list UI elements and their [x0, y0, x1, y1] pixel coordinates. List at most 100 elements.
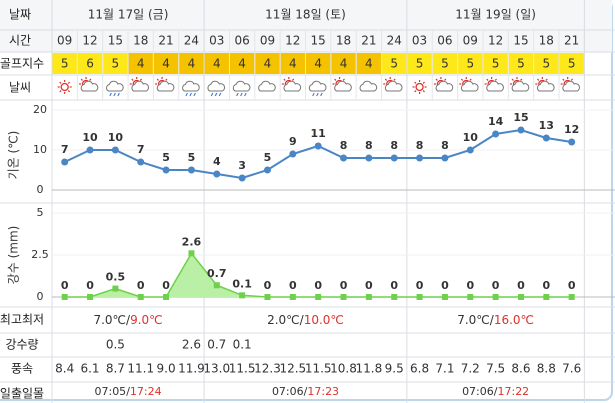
- cloud: [461, 80, 479, 92]
- drop: [109, 92, 112, 97]
- golf-cell: [103, 53, 128, 74]
- golf-cell: [432, 53, 458, 74]
- row-label: 최고최저: [0, 313, 44, 327]
- wind-speed: 11.9: [178, 362, 205, 376]
- time-label: 12: [82, 34, 97, 48]
- data-label: 0: [542, 279, 550, 292]
- cloud: [131, 80, 150, 92]
- temp-point: [542, 134, 550, 142]
- temp-point: [263, 166, 271, 174]
- golf-value: 6: [86, 57, 94, 71]
- rain-point: [441, 294, 448, 300]
- wind-speed: 6.8: [410, 362, 429, 376]
- golf-cell: [77, 53, 103, 74]
- temp-point: [162, 166, 170, 174]
- weather-icon: [182, 80, 200, 97]
- cloud: [156, 80, 175, 92]
- cloud: [562, 80, 580, 92]
- weather-icon: [535, 77, 555, 92]
- ray: [422, 81, 425, 84]
- temp-point: [466, 146, 474, 154]
- weather-icon: [509, 77, 530, 92]
- min-temp: 2.0℃: [267, 313, 300, 327]
- rain-point: [315, 294, 322, 300]
- rain-point: [517, 294, 524, 300]
- ray: [511, 78, 514, 81]
- time-label: 06: [234, 34, 249, 48]
- temp-point: [365, 154, 373, 162]
- cloud: [334, 80, 352, 92]
- data-label: 0: [264, 279, 272, 292]
- ray: [156, 78, 159, 81]
- ray: [334, 78, 337, 81]
- temp-point: [441, 154, 449, 162]
- ray: [536, 78, 540, 81]
- wind-speed: 8.7: [106, 362, 125, 376]
- separator: /: [490, 313, 495, 327]
- golf-value: 5: [543, 57, 551, 71]
- golf-cell: [483, 53, 508, 74]
- sunrise: 07:06: [272, 385, 304, 398]
- rain-amount: 0.1: [233, 338, 252, 352]
- row-label: 강수량: [5, 338, 38, 352]
- data-label: 0: [466, 279, 474, 292]
- data-label: 2.6: [182, 235, 202, 248]
- drop: [320, 92, 323, 97]
- data-label: 0: [86, 279, 94, 292]
- rain-amount: 0.7: [207, 338, 226, 352]
- sun-times: 07:06/17:22: [462, 385, 529, 398]
- rain-point: [188, 250, 195, 257]
- ray: [414, 81, 417, 84]
- weather-icon: [383, 77, 403, 92]
- rain-point: [467, 294, 474, 300]
- wind-speed: 8.4: [55, 362, 74, 376]
- time-label: 15: [513, 34, 528, 48]
- golf-cell: [559, 53, 584, 74]
- drop: [185, 92, 188, 97]
- data-label: 12: [564, 123, 579, 136]
- cloud: [435, 80, 454, 92]
- time-label: 03: [412, 34, 427, 48]
- rain-point: [289, 294, 296, 300]
- time-label: 06: [437, 34, 452, 48]
- data-label: 8: [390, 139, 398, 152]
- cloud: [511, 80, 530, 92]
- weather-icon: [308, 80, 327, 97]
- wind-speed: 11.5: [229, 362, 256, 376]
- golf-value: 4: [314, 57, 322, 71]
- weather-icon: [232, 80, 251, 97]
- min-max: 2.0℃/10.0℃: [267, 313, 344, 327]
- wind-speed: 7.5: [486, 362, 505, 376]
- wind-speed: 9.0: [157, 362, 176, 376]
- wind-speed: 12.5: [279, 362, 306, 376]
- golf-cell: [306, 53, 331, 74]
- y-tick-label: 20: [33, 103, 47, 116]
- y-tick-label: 0: [37, 183, 44, 196]
- golf-cell: [407, 53, 432, 74]
- y-tick-label: 2.5: [31, 248, 49, 261]
- data-label: 11: [311, 127, 326, 140]
- golf-cell: [382, 53, 407, 74]
- time-label: 12: [285, 34, 300, 48]
- rain-point: [137, 294, 144, 300]
- separator: /: [494, 385, 498, 398]
- golf-value: 4: [137, 57, 145, 71]
- weather-icon: [106, 80, 124, 97]
- wind-speed: 7.2: [461, 362, 480, 376]
- ray: [67, 81, 71, 84]
- weather-icon: [57, 80, 72, 94]
- ray: [131, 78, 134, 81]
- data-label: 3: [238, 159, 246, 172]
- weather-icon: [412, 80, 427, 94]
- ray: [422, 90, 425, 93]
- temp-point: [137, 158, 145, 166]
- golf-cell: [204, 53, 229, 74]
- data-label: 0.5: [106, 271, 126, 284]
- row-label: 날씨: [9, 81, 31, 95]
- golf-cell: [280, 53, 305, 74]
- golf-value: 5: [568, 57, 576, 71]
- cloud: [258, 80, 276, 92]
- golf-cell: [508, 53, 534, 74]
- time-label: 09: [260, 34, 275, 48]
- cloud: [537, 80, 555, 92]
